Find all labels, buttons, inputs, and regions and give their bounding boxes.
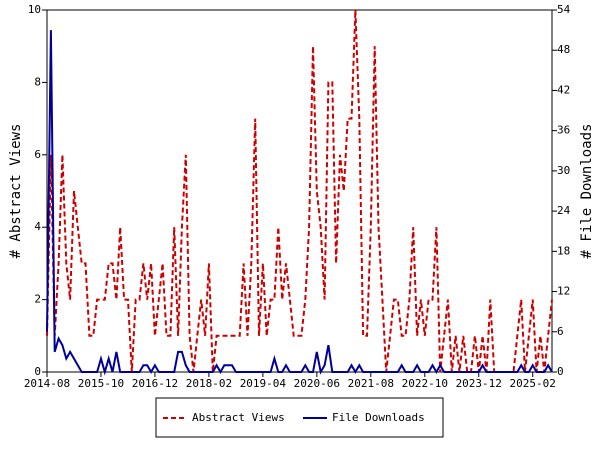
x-tick-label: 2014-08 xyxy=(24,377,70,390)
y2-tick-label: 12 xyxy=(557,285,570,298)
y-tick-label: 0 xyxy=(34,365,41,378)
y-tick-label: 2 xyxy=(34,293,41,306)
y2-tick-label: 18 xyxy=(557,244,570,257)
series-line xyxy=(46,30,553,376)
y2-tick-label: 42 xyxy=(557,83,570,96)
y2-tick-label: 6 xyxy=(557,325,564,338)
y-tick-label: 10 xyxy=(28,3,41,16)
y2-tick-label: 48 xyxy=(557,43,570,56)
y2-tick-label: 36 xyxy=(557,124,570,137)
y2-axis-label: # File Downloads xyxy=(579,124,595,259)
series-line xyxy=(46,9,553,373)
x-tick-label: 2016-12 xyxy=(132,377,178,390)
x-tick-label: 2021-08 xyxy=(348,377,394,390)
legend-box xyxy=(155,397,444,438)
legend-label: File Downloads xyxy=(332,411,425,424)
x-tick-label: 2020-06 xyxy=(294,377,340,390)
x-tick-label: 2019-04 xyxy=(240,377,287,390)
x-tick-label: 2023-12 xyxy=(456,377,502,390)
y2-tick-label: 0 xyxy=(557,365,564,378)
y-tick-label: 4 xyxy=(34,220,41,233)
x-tick-label: 2025-02 xyxy=(510,377,556,390)
y2-tick-label: 30 xyxy=(557,164,570,177)
y-axis-label: # Abstract Views xyxy=(8,124,24,259)
legend-label: Abstract Views xyxy=(192,411,285,424)
y2-tick-label: 24 xyxy=(557,204,571,217)
plot-frame xyxy=(46,9,553,373)
y2-tick-label: 54 xyxy=(557,3,571,16)
x-tick-label: 2015-10 xyxy=(78,377,124,390)
y-tick-label: 6 xyxy=(34,148,41,161)
y-tick-label: 8 xyxy=(34,75,41,88)
x-tick-label: 2022-10 xyxy=(402,377,448,390)
x-tick-label: 2018-02 xyxy=(186,377,232,390)
